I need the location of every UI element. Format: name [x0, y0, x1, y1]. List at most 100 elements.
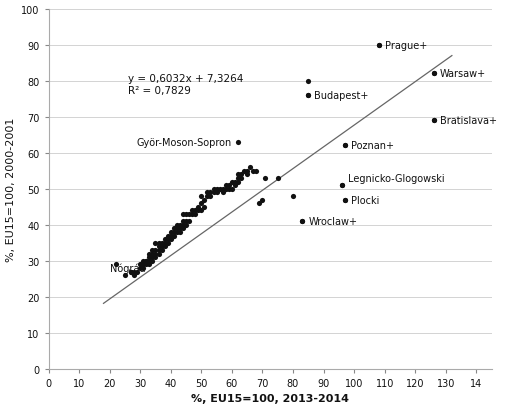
Point — [338, 182, 346, 189]
Point — [304, 92, 312, 99]
Point — [209, 189, 217, 196]
Point — [185, 211, 193, 218]
Point — [218, 189, 227, 196]
Point — [161, 236, 169, 243]
Point — [218, 186, 227, 193]
Point — [298, 218, 306, 225]
Point — [179, 218, 187, 225]
Point — [304, 78, 312, 85]
Point — [341, 197, 349, 203]
Point — [170, 225, 178, 232]
Point — [161, 240, 169, 247]
Point — [167, 233, 175, 239]
Point — [145, 258, 153, 264]
Point — [304, 92, 312, 99]
Point — [142, 261, 150, 268]
Point — [145, 251, 153, 257]
Point — [262, 175, 270, 182]
Point — [188, 211, 196, 218]
Point — [161, 243, 169, 250]
Text: Poznan+: Poznan+ — [351, 141, 394, 151]
Point — [197, 193, 205, 200]
Point — [231, 179, 239, 185]
Point — [228, 179, 236, 185]
Point — [127, 269, 135, 275]
Point — [225, 182, 233, 189]
Y-axis label: %, EU15=100, 2000-2001: %, EU15=100, 2000-2001 — [6, 117, 16, 261]
Point — [136, 261, 144, 268]
Point — [429, 118, 437, 124]
Point — [148, 251, 156, 257]
Point — [145, 254, 153, 261]
Point — [154, 240, 163, 247]
Point — [176, 222, 184, 229]
Point — [338, 182, 346, 189]
Point — [228, 186, 236, 193]
Text: Prague+: Prague+ — [385, 40, 427, 50]
Point — [167, 236, 175, 243]
Point — [167, 229, 175, 236]
Point — [289, 193, 297, 200]
Point — [209, 186, 217, 193]
X-axis label: %, EU15=100, 2013-2014: %, EU15=100, 2013-2014 — [191, 393, 349, 403]
Point — [246, 164, 255, 171]
Point — [170, 233, 178, 239]
Point — [188, 207, 196, 214]
Point — [200, 204, 208, 211]
Point — [194, 207, 202, 214]
Point — [173, 225, 181, 232]
Point — [206, 189, 214, 196]
Point — [127, 269, 135, 275]
Point — [148, 247, 156, 254]
Point — [221, 186, 230, 193]
Point — [182, 218, 190, 225]
Point — [148, 254, 156, 261]
Text: Budapest+: Budapest+ — [314, 91, 369, 101]
Point — [215, 186, 224, 193]
Point — [240, 168, 248, 175]
Point — [173, 222, 181, 229]
Point — [121, 272, 129, 279]
Point — [221, 182, 230, 189]
Point — [148, 258, 156, 264]
Point — [212, 186, 220, 193]
Point — [176, 225, 184, 232]
Point — [154, 243, 163, 250]
Point — [145, 261, 153, 268]
Point — [231, 182, 239, 189]
Text: Wroclaw+: Wroclaw+ — [308, 217, 357, 227]
Point — [130, 272, 138, 279]
Point — [136, 265, 144, 272]
Point — [274, 175, 282, 182]
Point — [130, 269, 138, 275]
Point — [176, 229, 184, 236]
Point — [139, 261, 147, 268]
Point — [157, 240, 166, 247]
Point — [237, 172, 245, 178]
Point — [252, 168, 261, 175]
Point — [200, 197, 208, 203]
Point — [225, 186, 233, 193]
Text: Györ-Moson-Sopron: Györ-Moson-Sopron — [137, 137, 232, 148]
Point — [429, 71, 437, 77]
Point — [256, 200, 264, 207]
Point — [429, 71, 437, 77]
Point — [182, 211, 190, 218]
Point — [170, 229, 178, 236]
Point — [112, 261, 120, 268]
Point — [157, 243, 166, 250]
Point — [243, 168, 251, 175]
Point — [164, 233, 172, 239]
Text: y = 0,6032x + 7,3264
R² = 0,7829: y = 0,6032x + 7,3264 R² = 0,7829 — [128, 74, 244, 96]
Point — [179, 222, 187, 229]
Point — [203, 189, 211, 196]
Point — [341, 197, 349, 203]
Point — [429, 118, 437, 124]
Point — [191, 207, 199, 214]
Point — [197, 200, 205, 207]
Point — [139, 265, 147, 272]
Point — [194, 204, 202, 211]
Point — [259, 197, 267, 203]
Point — [154, 247, 163, 254]
Point — [341, 143, 349, 149]
